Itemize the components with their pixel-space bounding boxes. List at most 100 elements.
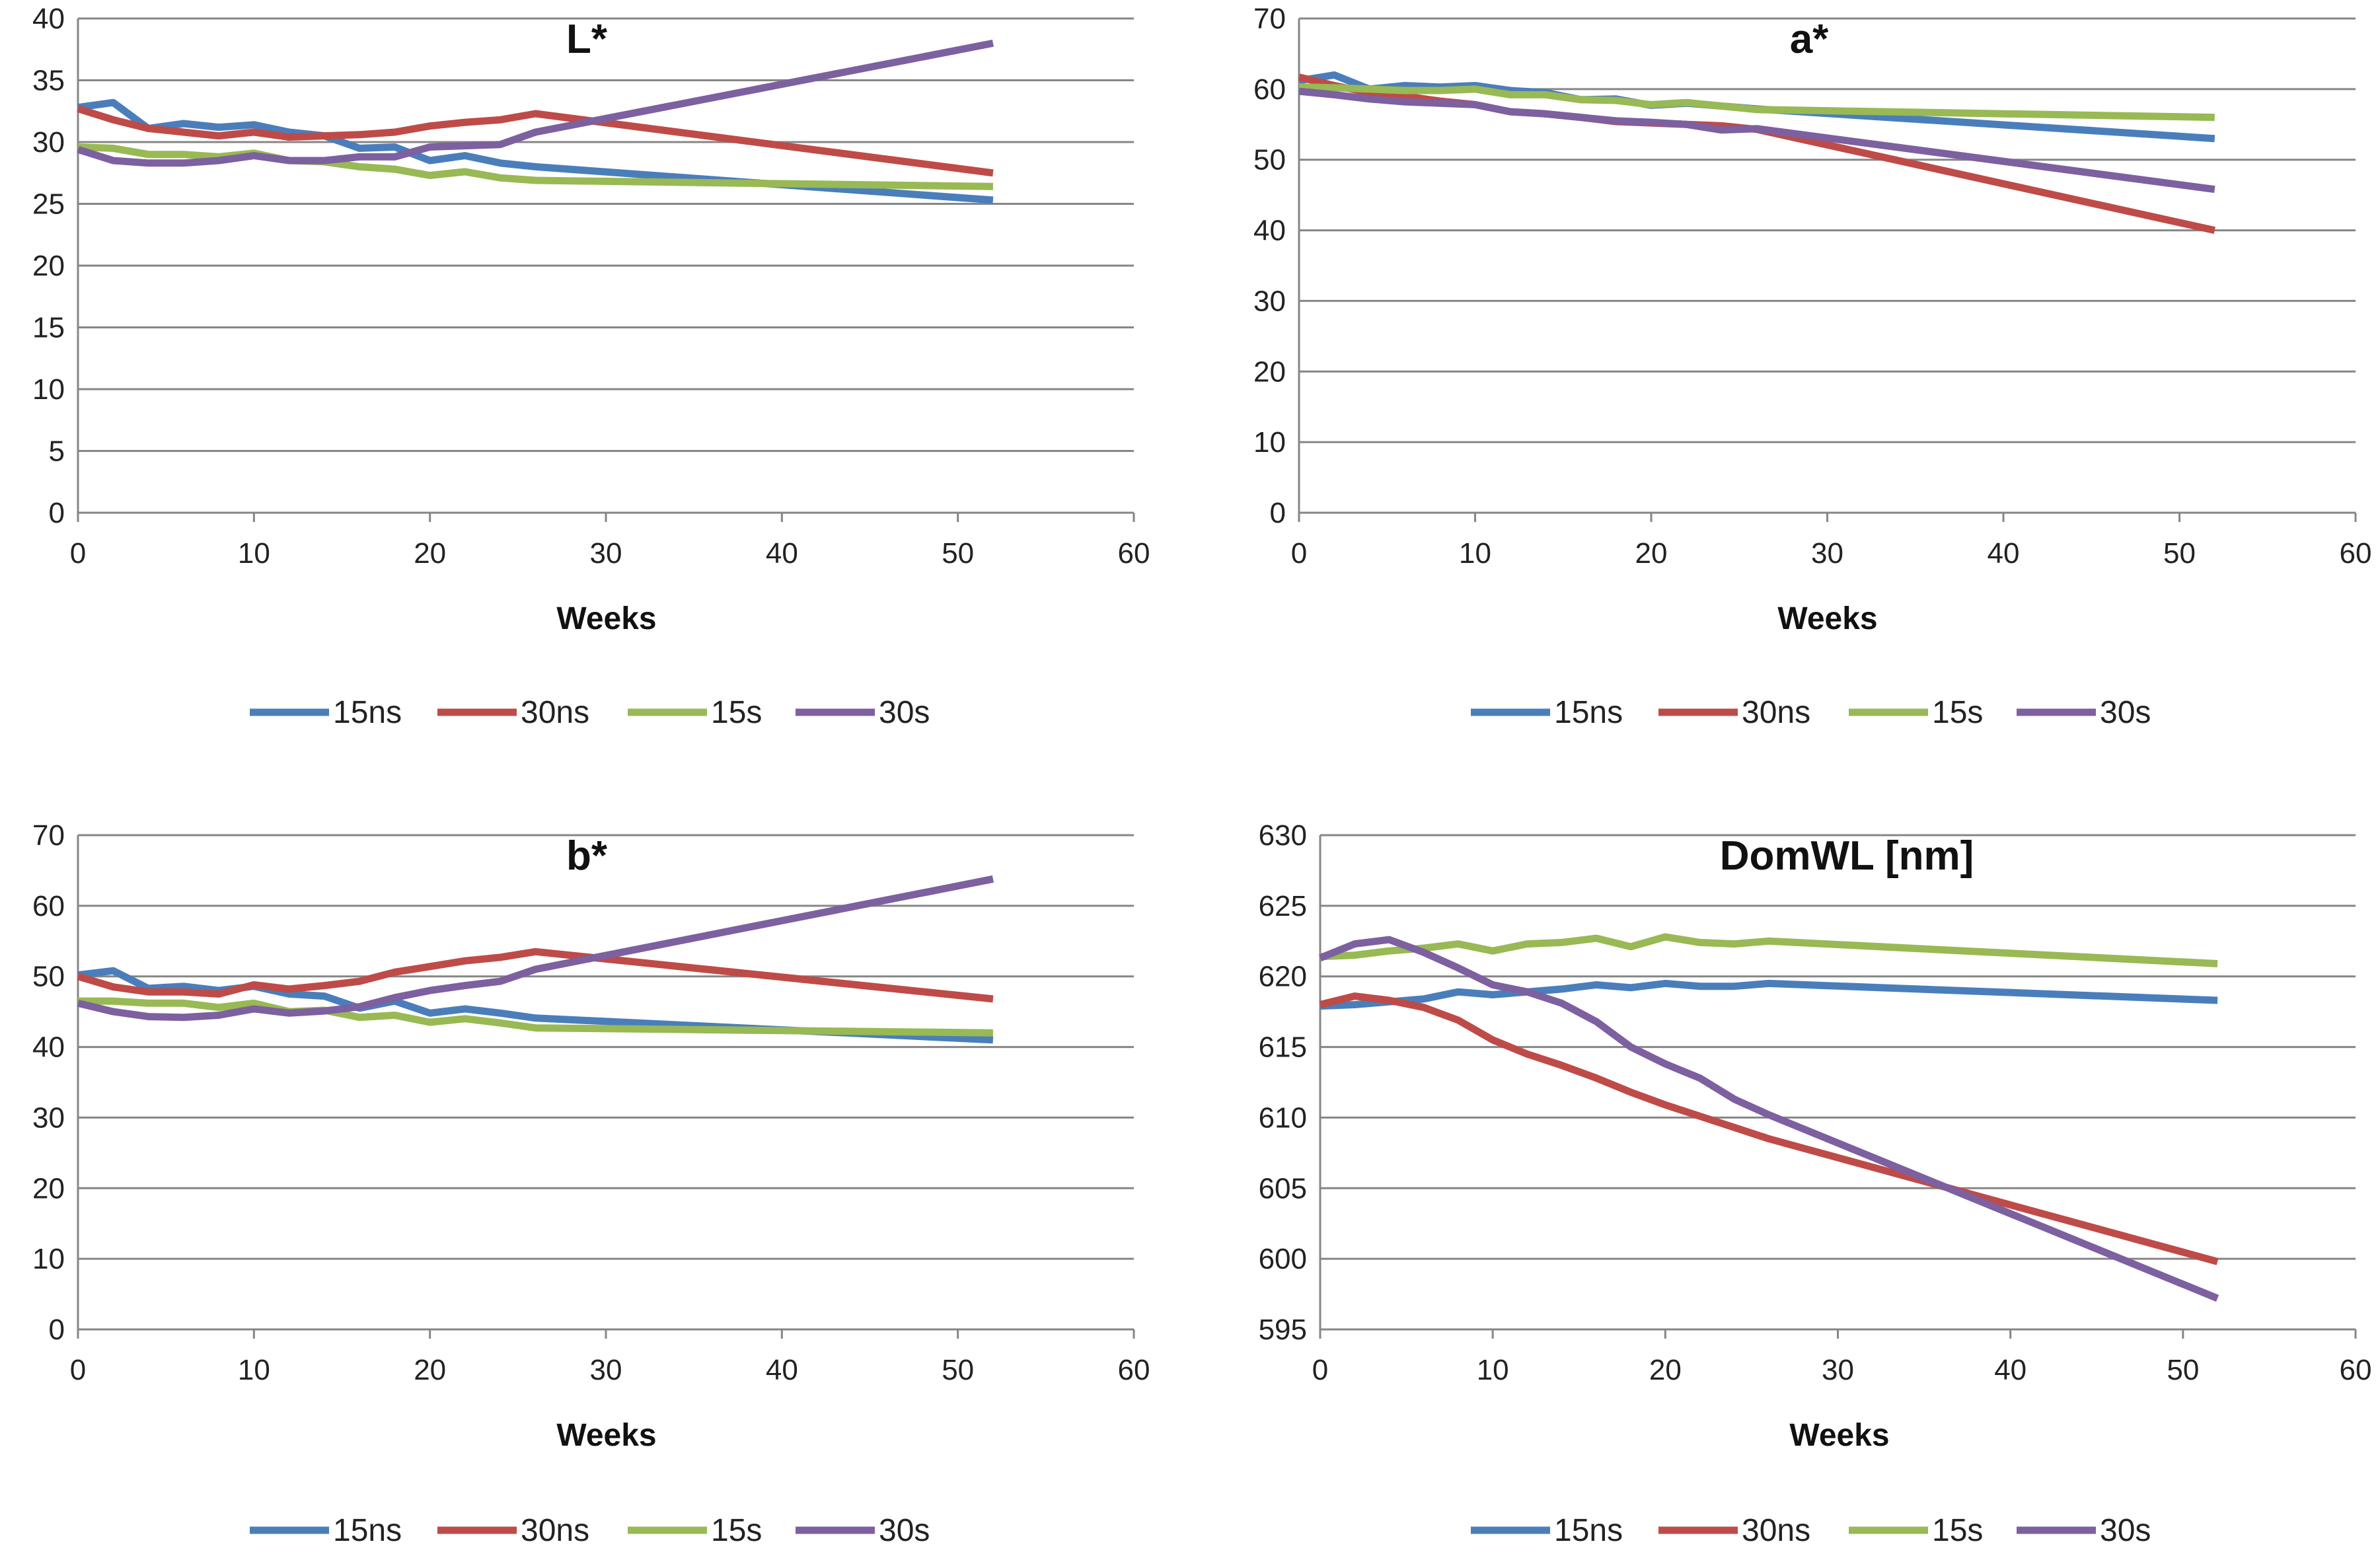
x-axis-label: Weeks <box>556 1418 656 1453</box>
chart-panel-4: 595 600 605 610 615 620 625 630 0 10 20 30 40 50 60 Dom… <box>1259 819 2372 1548</box>
series-line-30s <box>77 875 994 1021</box>
y-tick-label: 615 <box>1259 1031 1307 1064</box>
x-tick-label: 30 <box>590 537 622 570</box>
y-tick-label: 30 <box>32 126 65 159</box>
y-tick-label: 20 <box>1253 355 1286 388</box>
y-tick-label: 10 <box>32 373 65 406</box>
x-tick-label: 60 <box>2340 537 2372 570</box>
legend-label-15ns: 15ns <box>333 695 402 730</box>
x-tick-label: 40 <box>766 1354 798 1386</box>
legend-label-30s: 30s <box>2100 695 2151 730</box>
series-line-15ns <box>1320 979 2218 1010</box>
x-tick-label: 0 <box>1291 537 1307 570</box>
series-line-30ns <box>77 105 994 177</box>
chart-panel-2: 0 10 20 30 40 50 60 70 0 10 20 30 40 50 60 a* Weeks 15ns 3… <box>1253 3 2371 730</box>
x-tick-label: 0 <box>70 1354 86 1386</box>
x-tick-label: 30 <box>1822 1354 1854 1386</box>
x-tick-label: 20 <box>414 1354 446 1386</box>
legend-label-15s: 15s <box>1932 1513 1983 1548</box>
chart-panel-3: 0 10 20 30 40 50 60 70 0 10 20 30 40 50 60 b* Weeks 15ns 3… <box>32 819 1150 1548</box>
y-tick-label: 625 <box>1259 890 1307 922</box>
x-tick-label: 20 <box>414 537 446 570</box>
series-line-30ns <box>1319 992 2219 1265</box>
y-tick-label: 10 <box>32 1243 65 1275</box>
y-tick-label: 25 <box>32 188 65 221</box>
x-tick-label: 50 <box>2167 1354 2199 1386</box>
y-tick-label: 610 <box>1259 1101 1307 1134</box>
y-tick-label: 30 <box>1253 285 1286 317</box>
x-tick-label: 30 <box>1811 537 1843 570</box>
y-tick-label: 600 <box>1259 1243 1307 1275</box>
legend-label-30s: 30s <box>879 1513 930 1548</box>
y-tick-label: 605 <box>1259 1172 1307 1205</box>
y-tick-label: 40 <box>32 3 65 35</box>
legend-label-15ns: 15ns <box>1554 1513 1623 1548</box>
y-tick-label: 0 <box>1270 497 1286 529</box>
legend-label-15ns: 15ns <box>1554 695 1623 730</box>
y-tick-label: 50 <box>32 961 65 993</box>
series-line-30ns <box>77 947 994 1003</box>
x-axis-label: Weeks <box>1777 601 1877 636</box>
x-tick-label: 0 <box>70 537 86 570</box>
series-line-15s <box>1298 83 2215 122</box>
y-tick-label: 70 <box>32 819 65 852</box>
y-tick-label: 630 <box>1259 819 1307 852</box>
x-tick-label: 20 <box>1649 1354 1682 1386</box>
legend: 15ns 30ns 15s 30s <box>1471 695 2151 730</box>
chart-title: a* <box>1790 17 1829 62</box>
series-line-30s <box>1318 936 2219 1302</box>
legend-label-30ns: 30ns <box>1742 1513 1810 1548</box>
legend-label-15s: 15s <box>711 1513 762 1548</box>
x-tick-label: 60 <box>1118 1354 1150 1386</box>
y-tick-label: 60 <box>1253 73 1286 106</box>
y-tick-label: 10 <box>1253 426 1286 459</box>
x-tick-label: 10 <box>238 537 270 570</box>
x-tick-label: 40 <box>1988 537 2020 570</box>
x-tick-label: 10 <box>1459 537 1491 570</box>
y-tick-label: 620 <box>1259 961 1307 993</box>
legend: 15ns 30ns 15s 30s <box>1471 1513 2151 1548</box>
chart-title: L* <box>566 17 608 62</box>
y-tick-label: 15 <box>32 312 65 344</box>
chart-title: DomWL [nm] <box>1720 833 1974 879</box>
chart-panel-1: 0 5 10 15 20 25 30 35 40 0 10 20 30 40 50 60 L* Weeks 15ns… <box>32 3 1150 730</box>
y-tick-label: 40 <box>1253 215 1286 247</box>
legend: 15ns 30ns 15s 30s <box>250 1513 930 1548</box>
x-tick-label: 50 <box>942 537 974 570</box>
x-tick-label: 0 <box>1312 1354 1328 1386</box>
x-tick-label: 40 <box>766 537 798 570</box>
y-tick-label: 50 <box>1253 144 1286 176</box>
x-tick-label: 60 <box>1118 537 1150 570</box>
legend-label-30s: 30s <box>2100 1513 2151 1548</box>
x-axis-label: Weeks <box>556 601 656 636</box>
series-line-15ns <box>77 967 994 1044</box>
y-tick-label: 60 <box>32 890 65 922</box>
x-tick-label: 10 <box>1477 1354 1509 1386</box>
y-tick-label: 595 <box>1259 1314 1307 1346</box>
legend-label-15ns: 15ns <box>333 1513 402 1548</box>
legend-label-30ns: 30ns <box>521 695 589 730</box>
legend-label-30ns: 30ns <box>1742 695 1810 730</box>
legend-label-15s: 15s <box>711 695 762 730</box>
x-axis-label: Weeks <box>1789 1418 1889 1453</box>
legend-label-15s: 15s <box>1932 695 1983 730</box>
y-tick-label: 5 <box>49 435 65 468</box>
y-tick-label: 0 <box>49 1314 65 1346</box>
x-tick-label: 50 <box>942 1354 974 1386</box>
legend: 15ns 30ns 15s 30s <box>250 695 930 730</box>
series-line-30s <box>77 40 994 167</box>
y-tick-label: 0 <box>49 497 65 529</box>
y-tick-label: 35 <box>32 65 65 97</box>
x-tick-label: 40 <box>1994 1354 2027 1386</box>
x-tick-label: 60 <box>2340 1354 2372 1386</box>
y-tick-label: 20 <box>32 250 65 282</box>
y-tick-label: 70 <box>1253 3 1286 35</box>
x-tick-label: 20 <box>1635 537 1668 570</box>
series-line-15s <box>1320 933 2218 967</box>
y-tick-label: 20 <box>32 1172 65 1205</box>
y-tick-label: 40 <box>32 1031 65 1064</box>
x-tick-label: 50 <box>2163 537 2196 570</box>
chart-title: b* <box>566 833 608 879</box>
